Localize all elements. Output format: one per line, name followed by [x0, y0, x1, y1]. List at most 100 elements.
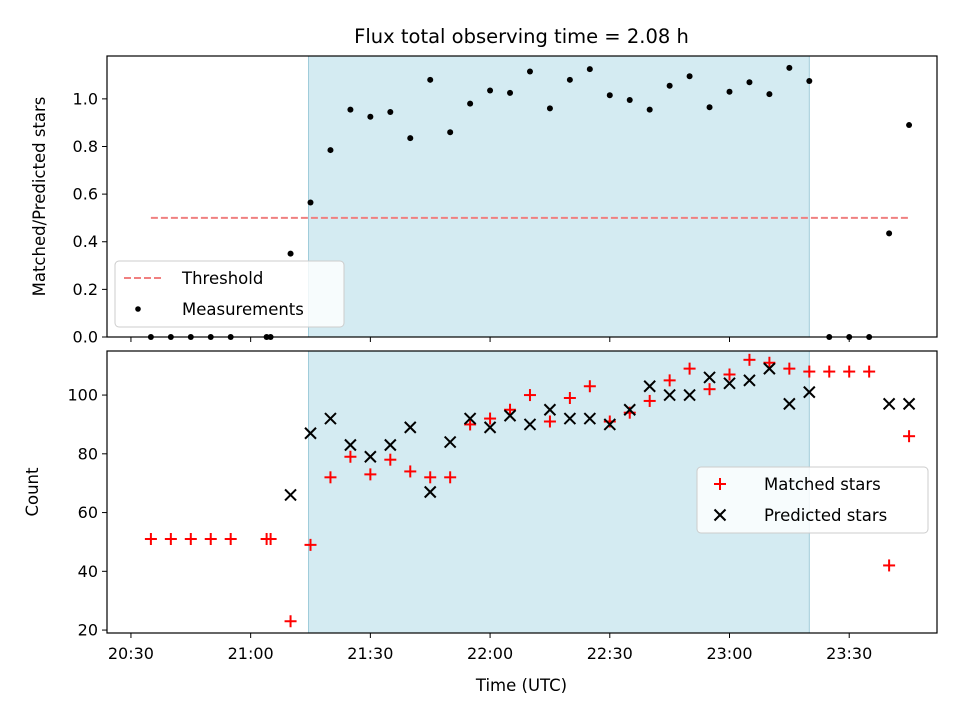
x-tick-label: 23:30 — [826, 644, 872, 663]
x-tick-label: 21:30 — [347, 644, 393, 663]
chart-title: Flux total observing time = 2.08 h — [354, 25, 689, 48]
predicted-star-point — [783, 397, 796, 411]
matched-star-point — [464, 418, 477, 431]
legend-label: Threshold — [181, 269, 263, 288]
x-marker-b — [563, 412, 577, 425]
x-marker-b — [623, 403, 636, 416]
x-marker-b — [304, 427, 317, 440]
matched-star-point — [903, 430, 916, 443]
x-marker-b — [503, 409, 517, 422]
measurement-point — [646, 106, 653, 113]
matched-star-point — [364, 468, 377, 481]
series-predicted-stars — [284, 362, 916, 502]
measurement-point — [526, 68, 533, 75]
y-tick-label: 100 — [67, 386, 98, 405]
x-marker-b — [344, 438, 357, 452]
matched-star-point — [144, 533, 157, 545]
y-tick-label: 20 — [78, 621, 98, 640]
x-marker-b — [683, 388, 696, 402]
x-marker-b — [643, 380, 656, 393]
predicted-star-point — [902, 397, 916, 411]
matched-star-point — [224, 533, 237, 545]
x-marker-b — [663, 388, 676, 402]
matched-star-point — [543, 415, 556, 428]
predicted-star-point — [663, 388, 676, 402]
matched-star-point — [424, 471, 437, 484]
x-marker-b — [523, 418, 537, 431]
y-tick-label: 0.4 — [73, 232, 98, 251]
legend-label: Measurements — [182, 300, 304, 319]
measurement-point — [626, 97, 633, 104]
y-tick-label: 0.8 — [73, 137, 98, 156]
predicted-star-point — [443, 435, 457, 449]
predicted-star-point — [882, 397, 896, 411]
x-tick-label: 21:00 — [228, 644, 274, 663]
x-marker-b — [284, 488, 297, 502]
y-tick-label: 60 — [78, 503, 98, 522]
x-tick-label: 23:00 — [706, 644, 752, 663]
predicted-star-point — [723, 377, 736, 390]
legend-label: Predicted stars — [764, 506, 887, 525]
measurement-point — [347, 106, 354, 113]
measurement-point — [367, 113, 374, 120]
counts-panel: 20 40 60 80 100 20:30 21:00 21:30 22:00 22:30 23:0… — [23, 350, 938, 663]
ratio-panel: 0.0 0.2 0.4 0.6 0.8 1.0 Matched/Predicted star… — [30, 55, 938, 347]
predicted-star-point — [743, 374, 756, 387]
measurement-point — [886, 230, 893, 237]
series-matched-stars — [144, 353, 916, 628]
measurement-point — [686, 73, 693, 80]
matched-star-point — [444, 471, 457, 484]
matched-star-point — [683, 362, 696, 375]
matched-star-point — [264, 533, 277, 545]
legend-x-swatch-b — [713, 508, 727, 522]
predicted-star-point — [643, 380, 656, 393]
y-tick-label: 0.6 — [73, 185, 98, 204]
predicted-star-point — [384, 438, 397, 452]
predicted-star-point — [623, 403, 636, 416]
x-tick-label: 20:30 — [108, 644, 154, 663]
x-marker-b — [384, 438, 397, 452]
measurement-point — [327, 147, 334, 154]
predicted-star-point — [523, 418, 537, 431]
matched-star-point — [663, 374, 676, 387]
measurement-point — [666, 82, 673, 89]
legend-box — [696, 466, 929, 534]
x-marker-b — [743, 374, 756, 387]
matched-star-point — [184, 533, 197, 545]
legend: Matched stars Predicted stars — [696, 466, 929, 534]
x-marker-b — [483, 421, 497, 434]
matched-star-point — [523, 389, 536, 402]
measurement-point — [546, 105, 553, 112]
panel-frame — [106, 350, 938, 634]
matched-star-point — [703, 383, 716, 396]
measurement-point — [427, 76, 434, 83]
measurement-point — [307, 199, 314, 206]
x-marker-b — [723, 377, 736, 390]
y-axis-label: Matched/Predicted stars — [30, 97, 49, 297]
legend-label: Matched stars — [764, 475, 881, 494]
x-marker-b — [424, 485, 437, 499]
matched-star-point — [843, 365, 856, 378]
predicted-star-point — [603, 418, 616, 431]
predicted-star-point — [703, 371, 716, 384]
y-tick-label: 1.0 — [73, 89, 98, 108]
measurement-point — [447, 129, 454, 136]
matched-star-point — [883, 559, 896, 572]
matched-star-point — [743, 353, 756, 366]
measurement-point — [487, 87, 494, 94]
y-tick-label: 0.0 — [73, 328, 98, 347]
legend-measurement-swatch — [135, 306, 141, 312]
predicted-star-point — [683, 388, 696, 402]
x-marker-b — [443, 435, 457, 449]
matched-star-point — [803, 365, 816, 378]
matched-star-point — [284, 615, 297, 628]
x-tick-label: 22:30 — [587, 644, 633, 663]
measurement-point — [726, 88, 733, 95]
predicted-star-point — [563, 412, 577, 425]
matched-star-point — [763, 356, 776, 369]
observing-interval-band — [308, 56, 810, 337]
y-axis-label: Count — [23, 467, 42, 517]
matched-star-point — [384, 453, 397, 466]
x-marker-b — [603, 418, 616, 431]
